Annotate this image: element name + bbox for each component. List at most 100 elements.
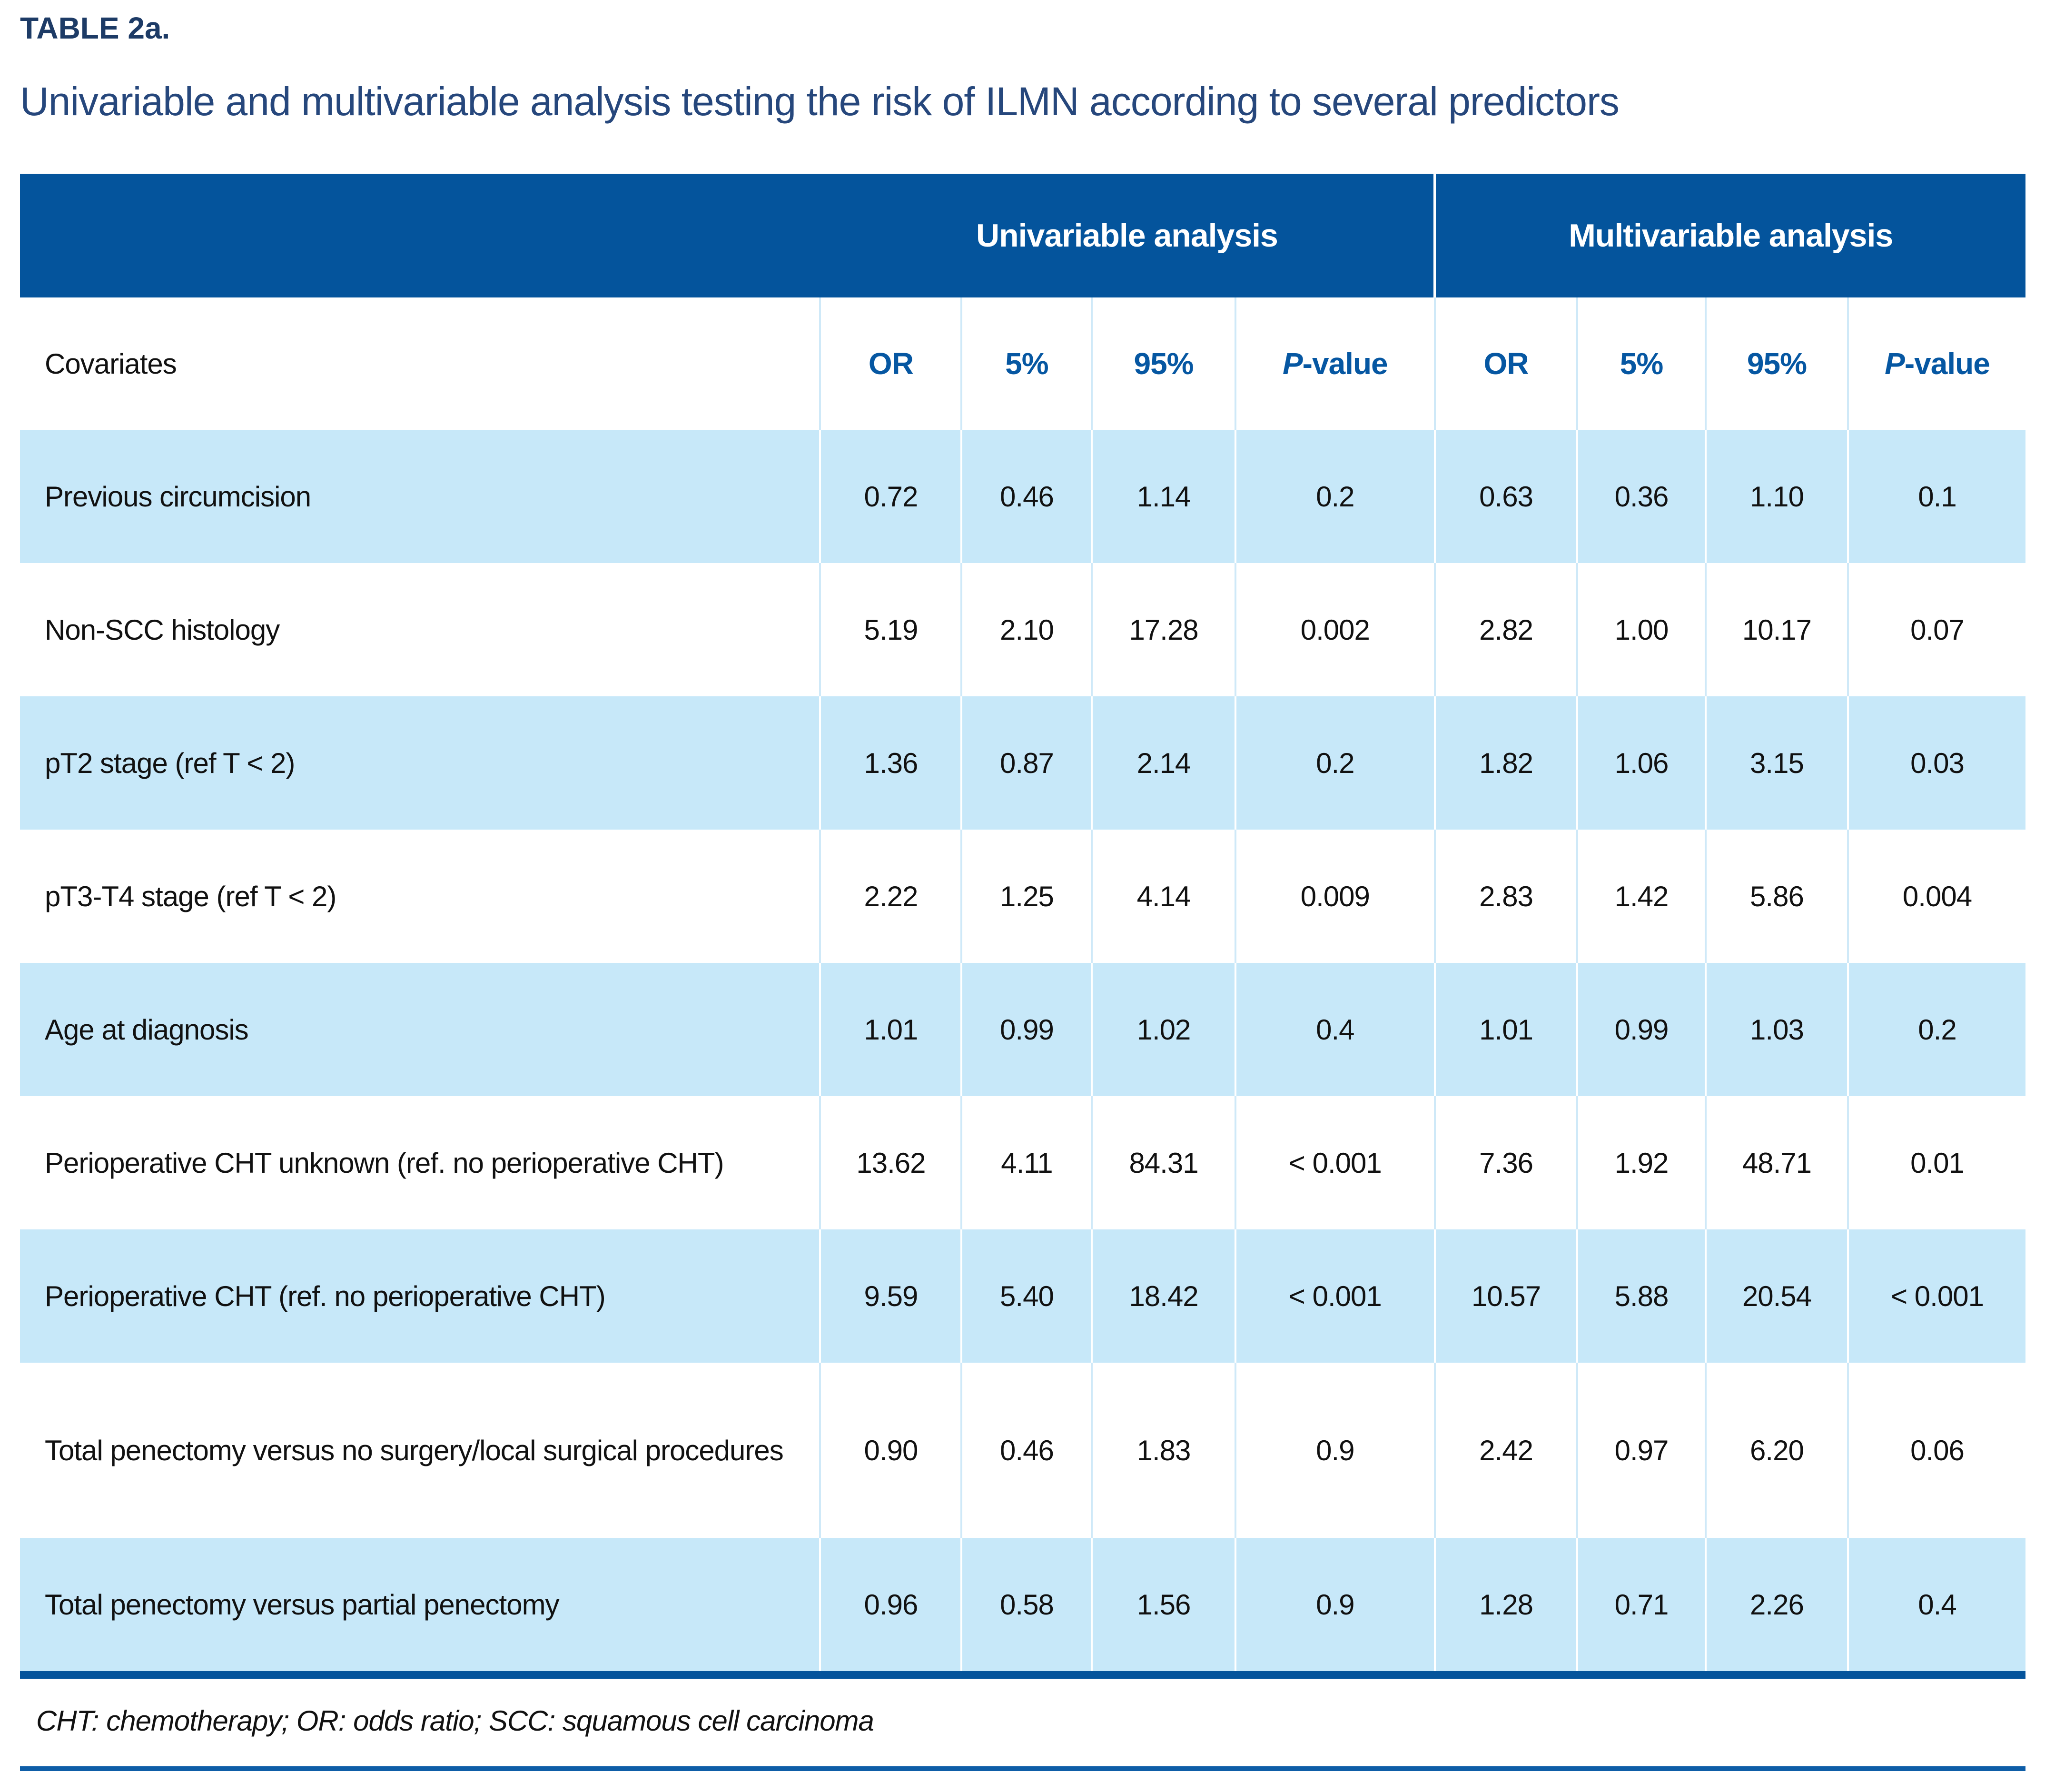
cell-5-uni: 0.58	[960, 1538, 1092, 1672]
page-divider-rule	[20, 1766, 2025, 1772]
cell-pvalue-multi: 0.06	[1847, 1363, 2025, 1538]
table-row: Total penectomy versus no surgery/local …	[20, 1363, 2025, 1538]
cell-95-multi: 1.10	[1704, 430, 1848, 564]
column-header-or-uni: OR	[819, 297, 962, 430]
cell-5-multi: 1.92	[1576, 1096, 1706, 1230]
column-header-5-multi: 5%	[1576, 297, 1706, 430]
cell-or-uni: 1.36	[819, 696, 962, 830]
table-row: Perioperative CHT (ref. no perioperative…	[20, 1229, 2025, 1363]
column-header-5-uni: 5%	[960, 297, 1092, 430]
cell-5-multi: 0.71	[1576, 1538, 1706, 1672]
cell-5-uni: 4.11	[960, 1096, 1092, 1230]
cell-95-multi: 6.20	[1704, 1363, 1848, 1538]
cell-95-multi: 3.15	[1704, 696, 1848, 830]
cell-5-multi: 5.88	[1576, 1229, 1706, 1363]
cell-or-multi: 2.82	[1433, 563, 1578, 697]
cell-pvalue-uni: 0.009	[1234, 830, 1435, 963]
cell-pvalue-uni: 0.002	[1234, 563, 1435, 697]
cell-or-uni: 9.59	[819, 1229, 962, 1363]
cell-95-multi: 20.54	[1704, 1229, 1848, 1363]
cell-or-uni: 0.72	[819, 430, 962, 564]
covariate-label: Total penectomy versus partial penectomy	[20, 1538, 820, 1672]
table-row: pT3-T4 stage (ref T < 2) 2.22 1.25 4.14 0.00…	[20, 830, 2025, 963]
cell-5-uni: 0.46	[960, 430, 1092, 564]
covariate-label: Previous circumcision	[20, 430, 820, 564]
column-header-pvalue-multi: P-value	[1847, 297, 2025, 430]
cell-pvalue-multi: 0.03	[1847, 696, 2025, 830]
cell-5-uni: 5.40	[960, 1229, 1092, 1363]
group-header-multivariable: Multivariable analysis	[1433, 174, 2025, 298]
cell-pvalue-multi: 0.07	[1847, 563, 2025, 697]
cell-95-uni: 4.14	[1091, 830, 1235, 963]
table-row: Perioperative CHT unknown (ref. no perio…	[20, 1096, 2025, 1230]
cell-95-uni: 1.14	[1091, 430, 1235, 564]
cell-or-uni: 5.19	[819, 563, 962, 697]
abbreviations-footnote: CHT: chemotherapy; OR: odds ratio; SCC: …	[36, 1705, 874, 1737]
covariate-label: Non-SCC histology	[20, 563, 820, 697]
column-header-95-uni: 95%	[1091, 297, 1235, 430]
cell-5-multi: 1.06	[1576, 696, 1706, 830]
group-header-row: Univariable analysis Multivariable analy…	[20, 174, 2025, 298]
cell-or-uni: 13.62	[819, 1096, 962, 1230]
cell-pvalue-multi: 0.1	[1847, 430, 2025, 564]
cell-95-multi: 5.86	[1704, 830, 1848, 963]
covariate-label: pT2 stage (ref T < 2)	[20, 696, 820, 830]
cell-5-uni: 0.99	[960, 963, 1092, 1097]
group-header-spacer	[20, 174, 820, 298]
cell-95-uni: 1.02	[1091, 963, 1235, 1097]
cell-pvalue-multi: 0.004	[1847, 830, 2025, 963]
cell-5-uni: 0.46	[960, 1363, 1092, 1538]
cell-95-uni: 1.83	[1091, 1363, 1235, 1538]
cell-pvalue-uni: 0.2	[1234, 696, 1435, 830]
cell-or-multi: 10.57	[1433, 1229, 1578, 1363]
cell-pvalue-uni: < 0.001	[1234, 1096, 1435, 1230]
cell-5-uni: 1.25	[960, 830, 1092, 963]
cell-pvalue-uni: 0.2	[1234, 430, 1435, 564]
group-header-univariable: Univariable analysis	[820, 174, 1435, 298]
cell-pvalue-multi: 0.2	[1847, 963, 2025, 1097]
cell-95-uni: 1.56	[1091, 1538, 1235, 1672]
cell-5-multi: 1.42	[1576, 830, 1706, 963]
covariate-label: Perioperative CHT (ref. no perioperative…	[20, 1229, 820, 1363]
table-number-title: TABLE 2a.	[20, 11, 170, 45]
covariate-label: Age at diagnosis	[20, 963, 820, 1097]
cell-or-multi: 2.83	[1433, 830, 1578, 963]
cell-pvalue-uni: < 0.001	[1234, 1229, 1435, 1363]
cell-or-multi: 2.42	[1433, 1363, 1578, 1538]
cell-5-multi: 0.97	[1576, 1363, 1706, 1538]
table-row: Total penectomy versus partial penectomy…	[20, 1538, 2025, 1672]
cell-95-multi: 1.03	[1704, 963, 1848, 1097]
cell-pvalue-uni: 0.4	[1234, 963, 1435, 1097]
table-bottom-bar	[20, 1671, 2025, 1679]
cell-5-uni: 2.10	[960, 563, 1092, 697]
cell-5-uni: 0.87	[960, 696, 1092, 830]
cell-or-multi: 7.36	[1433, 1096, 1578, 1230]
cell-or-multi: 0.63	[1433, 430, 1578, 564]
cell-5-multi: 0.99	[1576, 963, 1706, 1097]
column-header-covariates: Covariates	[20, 297, 820, 430]
column-header-row: Covariates OR 5% 95% P-value OR 5% 95% P-value	[20, 297, 2025, 430]
column-header-or-multi: OR	[1433, 297, 1578, 430]
cell-pvalue-uni: 0.9	[1234, 1538, 1435, 1672]
covariate-label: Total penectomy versus no surgery/local …	[20, 1363, 820, 1538]
cell-or-uni: 1.01	[819, 963, 962, 1097]
column-header-pvalue-uni: P-value	[1234, 297, 1435, 430]
cell-pvalue-multi: 0.01	[1847, 1096, 2025, 1230]
table-caption: Univariable and multivariable analysis t…	[20, 79, 1620, 124]
cell-95-multi: 48.71	[1704, 1096, 1848, 1230]
cell-95-multi: 2.26	[1704, 1538, 1848, 1672]
cell-or-multi: 1.28	[1433, 1538, 1578, 1672]
cell-95-uni: 2.14	[1091, 696, 1235, 830]
cell-95-multi: 10.17	[1704, 563, 1848, 697]
cell-pvalue-uni: 0.9	[1234, 1363, 1435, 1538]
table-sheet: TABLE 2a. Univariable and multivariable …	[20, 0, 2025, 1772]
cell-5-multi: 1.00	[1576, 563, 1706, 697]
table-row: Previous circumcision 0.72 0.46 1.14 0.2 0.63…	[20, 430, 2025, 564]
cell-or-uni: 0.96	[819, 1538, 962, 1672]
cell-or-uni: 2.22	[819, 830, 962, 963]
cell-pvalue-multi: < 0.001	[1847, 1229, 2025, 1363]
cell-95-uni: 18.42	[1091, 1229, 1235, 1363]
table-row: pT2 stage (ref T < 2) 1.36 0.87 2.14 0.2 1.82…	[20, 696, 2025, 830]
table-row: Non-SCC histology 5.19 2.10 17.28 0.002 2.82 1…	[20, 563, 2025, 697]
column-header-95-multi: 95%	[1704, 297, 1848, 430]
